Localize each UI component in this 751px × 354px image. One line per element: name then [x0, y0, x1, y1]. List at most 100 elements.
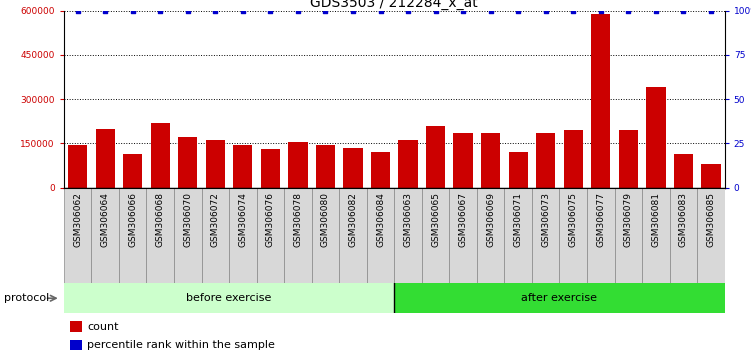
Bar	[670, 188, 697, 283]
Bar	[64, 283, 394, 313]
Text: GSM306072: GSM306072	[211, 193, 220, 247]
Text: GSM306076: GSM306076	[266, 193, 275, 247]
Text: GSM306069: GSM306069	[486, 193, 495, 247]
Text: GSM306084: GSM306084	[376, 193, 385, 247]
Text: GSM306079: GSM306079	[624, 193, 633, 247]
Text: GSM306081: GSM306081	[651, 193, 660, 247]
Point	[182, 8, 194, 13]
Point	[154, 8, 166, 13]
Text: GSM306065: GSM306065	[431, 193, 440, 247]
Bar	[697, 188, 725, 283]
Text: GSM306082: GSM306082	[348, 193, 357, 247]
Point	[623, 8, 635, 13]
Text: GSM306083: GSM306083	[679, 193, 688, 247]
Text: GSM306078: GSM306078	[294, 193, 303, 247]
Bar	[284, 188, 312, 283]
Bar	[146, 188, 174, 283]
Text: protocol: protocol	[4, 293, 49, 303]
Bar	[674, 154, 693, 188]
Point	[650, 8, 662, 13]
Bar	[532, 188, 559, 283]
Bar	[316, 145, 335, 188]
Bar	[646, 87, 665, 188]
Text: GSM306073: GSM306073	[541, 193, 550, 247]
Bar	[642, 188, 670, 283]
Point	[375, 8, 387, 13]
Bar	[257, 188, 284, 283]
Bar	[587, 188, 614, 283]
Text: before exercise: before exercise	[186, 293, 272, 303]
Point	[430, 8, 442, 13]
Text: GSM306063: GSM306063	[403, 193, 412, 247]
Text: count: count	[87, 322, 119, 332]
Bar	[701, 164, 721, 188]
Text: GSM306068: GSM306068	[155, 193, 164, 247]
Bar	[505, 188, 532, 283]
Bar	[261, 149, 280, 188]
Bar	[64, 188, 92, 283]
Bar	[234, 145, 252, 188]
Bar	[151, 123, 170, 188]
Bar	[559, 188, 587, 283]
Text: GSM306085: GSM306085	[707, 193, 716, 247]
Text: GSM306062: GSM306062	[73, 193, 82, 247]
Bar	[454, 133, 473, 188]
Text: GSM306064: GSM306064	[101, 193, 110, 247]
Bar	[68, 145, 87, 188]
Bar	[536, 133, 555, 188]
Bar	[92, 188, 119, 283]
Bar	[229, 188, 257, 283]
Bar	[178, 137, 198, 188]
Bar	[288, 142, 308, 188]
Bar	[399, 141, 418, 188]
Point	[210, 8, 222, 13]
Bar	[119, 188, 146, 283]
Bar	[614, 188, 642, 283]
Bar	[312, 188, 339, 283]
Point	[347, 8, 359, 13]
Bar	[71, 340, 83, 350]
Point	[567, 8, 579, 13]
Point	[512, 8, 524, 13]
Point	[71, 8, 83, 13]
Point	[677, 8, 689, 13]
Point	[127, 8, 139, 13]
Bar	[371, 152, 391, 188]
Bar	[563, 130, 583, 188]
Bar	[481, 133, 500, 188]
Point	[402, 8, 414, 13]
Bar	[366, 188, 394, 283]
Point	[264, 8, 276, 13]
Point	[705, 8, 717, 13]
Text: GSM306080: GSM306080	[321, 193, 330, 247]
Point	[540, 8, 552, 13]
Text: after exercise: after exercise	[521, 293, 598, 303]
Text: GSM306066: GSM306066	[128, 193, 137, 247]
Bar	[394, 283, 725, 313]
Point	[292, 8, 304, 13]
Point	[319, 8, 331, 13]
Bar	[206, 141, 225, 188]
Text: GSM306077: GSM306077	[596, 193, 605, 247]
Text: GSM306071: GSM306071	[514, 193, 523, 247]
Point	[595, 8, 607, 13]
Point	[237, 8, 249, 13]
Bar	[591, 13, 611, 188]
Text: GSM306070: GSM306070	[183, 193, 192, 247]
Point	[457, 8, 469, 13]
Bar	[71, 321, 83, 332]
Bar	[174, 188, 201, 283]
Bar	[343, 148, 363, 188]
Bar	[201, 188, 229, 283]
Bar	[422, 188, 449, 283]
Bar	[339, 188, 366, 283]
Text: percentile rank within the sample: percentile rank within the sample	[87, 340, 275, 350]
Point	[99, 8, 111, 13]
Bar	[619, 130, 638, 188]
Bar	[477, 188, 505, 283]
Text: GSM306075: GSM306075	[569, 193, 578, 247]
Bar	[426, 126, 445, 188]
Bar	[449, 188, 477, 283]
Point	[484, 8, 496, 13]
Bar	[394, 188, 422, 283]
